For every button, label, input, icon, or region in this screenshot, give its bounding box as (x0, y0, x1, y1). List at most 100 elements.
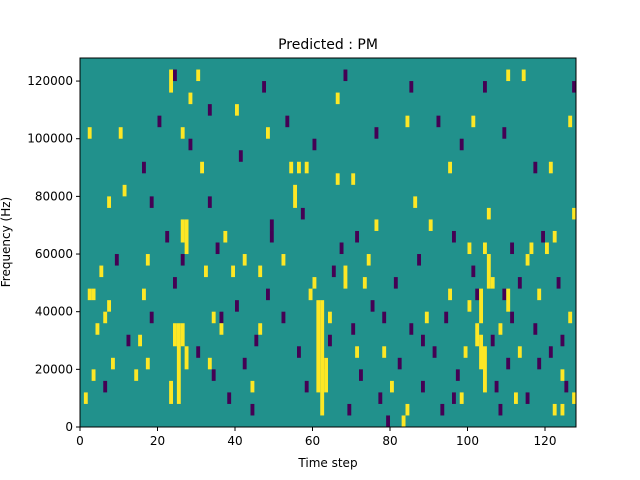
heatmap-cell-high (490, 277, 495, 289)
heatmap-cell-high (142, 288, 146, 301)
heatmap-cell-low (355, 230, 360, 243)
heatmap-cell-high (529, 242, 534, 255)
x-tick-label: 20 (150, 434, 165, 448)
heatmap-cell-high (266, 127, 270, 139)
heatmap-cell-high (223, 230, 228, 243)
y-tick-label: 0 (65, 420, 73, 434)
heatmap-cell-high (335, 173, 340, 185)
heatmap-cell-high (312, 277, 317, 289)
heatmap-cell-low (304, 380, 309, 393)
heatmap-cell-high (506, 69, 511, 82)
heatmap-cell-low (347, 403, 352, 416)
heatmap-cell-high (413, 196, 418, 208)
heatmap-cell-low (397, 357, 402, 370)
heatmap-cell-low (494, 380, 499, 393)
heatmap-cell-high (514, 392, 518, 404)
heatmap-cell-low (269, 230, 274, 243)
heatmap-cell-high (103, 311, 108, 324)
heatmap-cell-high (169, 380, 174, 404)
heatmap-cell-high (572, 207, 577, 220)
heatmap-cell-high (111, 357, 115, 370)
heatmap-cell-low (351, 323, 356, 335)
heatmap-cell-low (382, 311, 387, 324)
heatmap-cell-high (483, 242, 487, 255)
heatmap-cell-high (525, 254, 530, 266)
heatmap-cell-low (455, 369, 460, 381)
heatmap-cell-low (219, 311, 224, 324)
heatmap-cell-high (486, 207, 491, 220)
heatmap-cell-high (235, 104, 239, 116)
heatmap-cell-high (91, 369, 96, 381)
heatmap-cell-high (134, 369, 139, 381)
heatmap-cell-high (324, 357, 329, 393)
heatmap-cell-low (510, 242, 515, 255)
y-axis: 0 20000 40000 60000 80000 100000 120000 (27, 74, 80, 434)
heatmap-cell-high (258, 265, 263, 278)
heatmap-cell-low (374, 127, 379, 139)
heatmap-cell-low (227, 392, 232, 404)
heatmap-cell-high (560, 403, 565, 416)
heatmap-cell-high (258, 323, 263, 335)
heatmap-cell-high (169, 69, 174, 93)
heatmap-cell-low (126, 334, 131, 347)
heatmap-cell-low (432, 346, 437, 358)
heatmap-cell-low (393, 277, 398, 289)
heatmap-cell-high (308, 288, 313, 301)
heatmap-cell-low (149, 196, 154, 208)
plot-area (80, 58, 577, 427)
heatmap-cell-high (560, 369, 565, 381)
heatmap-cell-low (312, 138, 317, 151)
heatmap-cell-high (428, 219, 433, 231)
heatmap-cell-high (289, 161, 294, 174)
heatmap-cell-high (568, 115, 573, 128)
x-axis-title: Time step (297, 456, 357, 470)
heatmap-cell-high (517, 346, 522, 358)
heatmap-cell-high (91, 288, 96, 301)
heatmap-cell-high (99, 265, 104, 278)
heatmap-cell-high (355, 346, 360, 358)
heatmap-cell-high (366, 254, 371, 266)
chart-title: Predicted : PM (278, 37, 378, 53)
heatmap-cell-low (572, 81, 577, 93)
y-tick-label: 60000 (35, 247, 73, 261)
x-axis: 0 20 40 60 80 100 120 (76, 427, 556, 448)
heatmap-cell-low (250, 403, 255, 416)
heatmap-cell-low (459, 138, 464, 151)
heatmap-cell-low (483, 81, 487, 93)
heatmap-cell-low (452, 392, 456, 404)
heatmap-cell-high (448, 161, 453, 174)
heatmap-cell-high (568, 311, 573, 324)
heatmap-cell-high (118, 127, 123, 139)
heatmap-cell-high (320, 300, 325, 416)
heatmap-cell-low (537, 357, 542, 370)
heatmap-cell-low (242, 357, 247, 370)
heatmap-cell-high (145, 357, 150, 370)
heatmap-cell-low (502, 127, 507, 139)
heatmap-cell-low (173, 69, 177, 82)
y-tick-label: 80000 (35, 189, 73, 203)
heatmap-cell-high (138, 334, 143, 347)
heatmap-cell-low (417, 254, 422, 266)
heatmap-cell-low (409, 81, 414, 93)
heatmap-cell-high (122, 184, 127, 197)
heatmap-cell-high (343, 265, 348, 289)
heatmap-cell-low (254, 334, 259, 347)
heatmap-cell-high (475, 323, 480, 347)
y-tick-label: 100000 (27, 132, 73, 146)
heatmap-cell-low (180, 254, 185, 266)
heatmap-cell-high (351, 173, 356, 185)
heatmap-cell-high (173, 323, 177, 347)
heatmap-cell-high (184, 346, 189, 370)
x-tick-label: 80 (382, 434, 397, 448)
heatmap-cell-low (359, 369, 363, 381)
heatmap-cell-high (316, 300, 321, 393)
heatmap-cell-high (200, 161, 205, 174)
heatmap-cell-high (188, 92, 193, 105)
heatmap-cell-low (409, 323, 414, 335)
heatmap-cell-high (219, 323, 224, 335)
heatmap-cell-low (533, 161, 538, 174)
heatmap-cell-low (207, 104, 212, 116)
heatmap-cell-low (502, 288, 507, 301)
heatmap-cell-low (517, 277, 522, 289)
